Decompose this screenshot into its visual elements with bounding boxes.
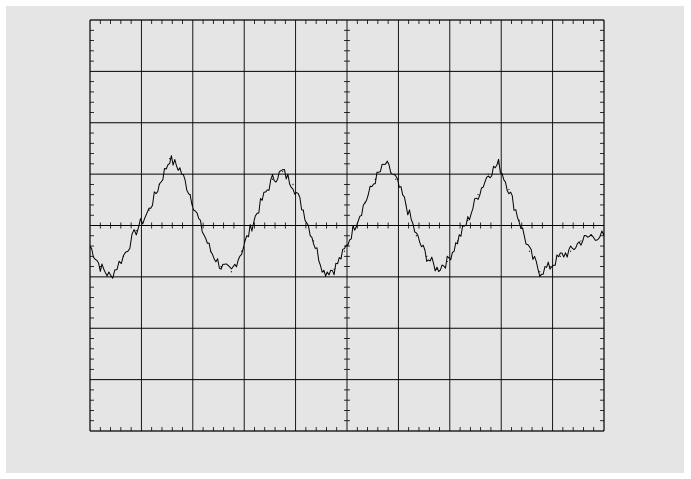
trace-point [518,219,520,221]
trace-point [436,268,438,270]
trace-point [446,260,448,263]
trace-point [230,271,232,273]
trace-point [199,224,202,227]
trace-point [569,250,572,252]
grid [89,19,605,432]
trace-point [456,240,459,242]
trace-point [220,266,222,268]
trace-point [135,230,137,232]
trace-point [603,235,605,237]
trace-point [99,266,101,268]
trace-point [528,250,531,252]
trace-point [292,183,294,185]
minor-ticks [90,20,604,431]
trace-point [89,245,91,247]
trace-point [508,188,510,191]
trace-point [354,224,356,227]
trace-point [539,271,541,273]
signal-trace [89,155,605,279]
trace-point [271,178,274,180]
trace-point [549,266,551,268]
trace-point [343,250,346,252]
trace-point [122,255,125,257]
trace-point [169,158,171,160]
trace-point [426,255,428,257]
trace-point [179,168,181,170]
trace-point [467,219,469,221]
trace-point [415,235,417,237]
oscilloscope-chart [6,6,684,473]
trace-point [374,178,376,180]
trace-point [477,194,479,196]
trace-point [395,178,397,180]
trace-point [384,163,387,165]
trace-point [312,240,315,242]
trace-point [148,209,150,211]
trace-point [498,163,500,165]
trace-point [487,173,489,175]
trace-point [241,250,243,252]
trace-point [282,170,284,173]
trace-point [559,255,561,257]
trace-point [590,235,592,237]
chart-panel [6,6,684,473]
trace-point [364,201,366,203]
trace-point [251,224,253,227]
trace-point [189,194,191,196]
trace-point [580,240,582,242]
trace-layer [89,155,605,279]
trace-point [261,199,263,201]
trace-point [405,204,407,206]
trace-point [210,250,212,252]
trace-point [333,268,335,270]
trace-point [109,276,112,278]
trace-point [323,271,325,273]
trace-point [302,209,304,211]
trace-point [158,183,160,185]
chart-background [6,6,684,473]
